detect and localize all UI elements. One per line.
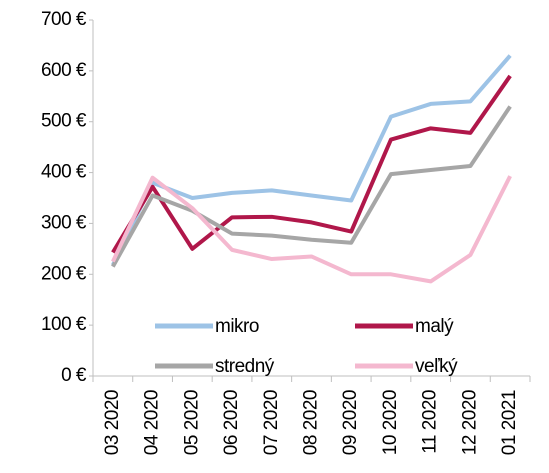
y-tick-label: 700 € — [41, 9, 87, 30]
x-tick-label: 03 2020 — [102, 390, 123, 455]
series-line — [111, 175, 512, 284]
y-tick-label: 600 € — [41, 60, 87, 81]
x-tick-label: 01 2021 — [499, 390, 520, 455]
x-tick-label: 08 2020 — [301, 390, 322, 455]
legend-label: mikro — [215, 316, 259, 337]
series-line — [111, 54, 512, 266]
x-tick-label: 09 2020 — [340, 390, 361, 455]
x-tick-label: 11 2020 — [420, 390, 441, 454]
legend-label: malý — [415, 316, 454, 337]
series-line — [111, 105, 512, 268]
x-tick-label: 10 2020 — [380, 390, 401, 455]
legend-label: stredný — [215, 356, 275, 377]
y-tick-label: 200 € — [41, 263, 87, 284]
x-tick-label: 04 2020 — [142, 390, 163, 455]
y-tick-label: 100 € — [41, 314, 87, 335]
y-tick-label: 0 € — [61, 365, 87, 386]
series-line — [111, 74, 512, 254]
x-tick-label: 05 2020 — [181, 390, 202, 455]
y-tick-label: 400 € — [41, 162, 87, 183]
x-tick-label: 07 2020 — [261, 390, 282, 455]
y-tick-label: 500 € — [41, 111, 87, 132]
x-tick-label: 06 2020 — [221, 390, 242, 455]
legend-label: veľký — [415, 356, 458, 377]
x-tick-label: 12 2020 — [459, 390, 480, 455]
y-tick-label: 300 € — [41, 212, 87, 233]
